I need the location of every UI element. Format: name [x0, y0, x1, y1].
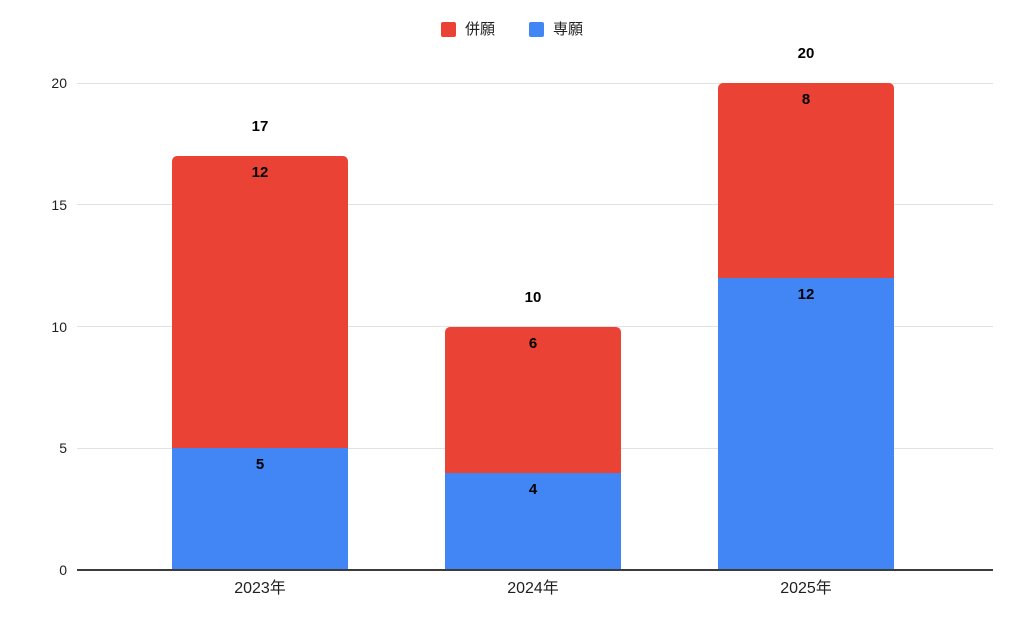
y-axis-tick-label: 10 — [51, 318, 67, 335]
legend-item-sengan: 専願 — [529, 22, 583, 37]
gridline-y-20 — [77, 82, 993, 84]
legend-item-heigan: 併願 — [440, 21, 495, 38]
x-axis-line — [77, 569, 993, 571]
legend-item-label: 専願 — [553, 21, 584, 38]
bar-segment-heigan — [445, 326, 621, 473]
gridline-y-15 — [77, 204, 993, 206]
y-axis-tick-label: 5 — [59, 440, 67, 457]
heigan-value-label: 8 — [801, 91, 811, 108]
heigan-value-label: 6 — [528, 334, 538, 352]
total-value-label: 20 — [797, 45, 815, 62]
legend-swatch-icon — [440, 22, 456, 37]
bar-segment-heigan — [172, 156, 348, 449]
heigan-value-label: 12 — [251, 164, 269, 182]
sengan-value-label: 4 — [528, 480, 538, 498]
x-axis-category-label: 2025年 — [780, 580, 832, 597]
bar-segment-sengan — [445, 472, 621, 570]
x-axis-category-label: 2023年 — [234, 580, 286, 597]
y-axis-tick-label: 15 — [51, 196, 67, 213]
total-value-label: 17 — [251, 118, 269, 136]
legend-item-label: 併願 — [464, 21, 495, 38]
bar-segment-heigan — [718, 83, 894, 278]
sengan-value-label: 5 — [255, 456, 265, 474]
sengan-value-label: 12 — [797, 285, 815, 303]
bar-segment-sengan — [172, 448, 348, 570]
total-value-label: 10 — [524, 288, 542, 306]
chart-legend: 併願 専願 — [0, 22, 1024, 37]
bar-segment-sengan — [718, 277, 894, 570]
legend-swatch-icon — [529, 22, 544, 37]
y-axis-tick-label: 0 — [59, 562, 67, 578]
x-axis-category-label: 2024年 — [507, 580, 559, 597]
y-axis-tick-label: 20 — [51, 75, 67, 91]
